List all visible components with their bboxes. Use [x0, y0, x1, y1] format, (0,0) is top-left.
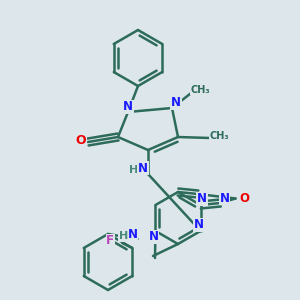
Text: N: N: [123, 100, 133, 113]
Text: F: F: [106, 235, 114, 248]
Text: N: N: [128, 227, 137, 241]
Text: N: N: [197, 193, 207, 206]
Text: O: O: [76, 134, 86, 146]
Text: N: N: [220, 191, 230, 205]
Text: N: N: [171, 97, 181, 110]
Text: CH₃: CH₃: [190, 85, 210, 95]
Text: N: N: [194, 218, 203, 232]
Text: H: H: [119, 231, 128, 241]
Text: H: H: [129, 165, 139, 175]
Text: CH₃: CH₃: [209, 131, 229, 141]
Text: N: N: [138, 161, 148, 175]
Text: O: O: [239, 192, 250, 205]
Text: N: N: [148, 230, 158, 244]
